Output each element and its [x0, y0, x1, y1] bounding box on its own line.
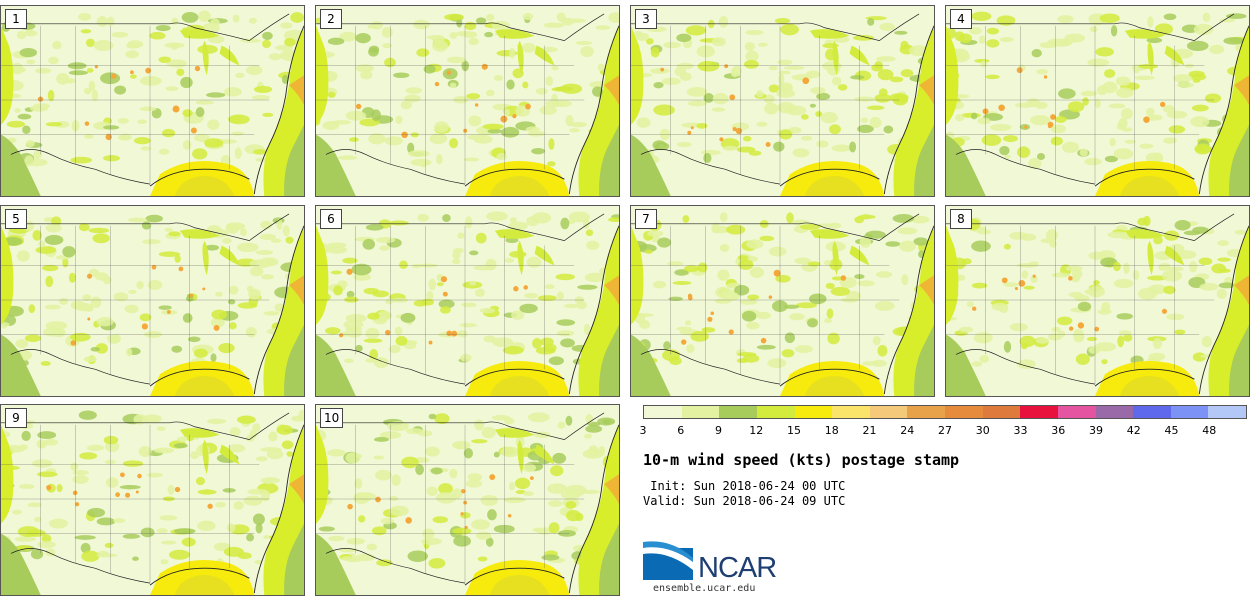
colorbar-segment	[1133, 406, 1171, 418]
colorbar-tick-label: 15	[787, 424, 801, 437]
panel-number-label: 6	[320, 209, 342, 229]
panel-number-label: 1	[5, 9, 27, 29]
colorbar-segment	[719, 406, 757, 418]
wind-speed-map	[631, 206, 934, 396]
colorbar-tick-label: 27	[938, 424, 952, 437]
colorbar	[643, 405, 1247, 419]
panel-number-label: 9	[5, 408, 27, 428]
panel-number-label: 3	[635, 9, 657, 29]
wind-speed-map	[946, 206, 1249, 396]
colorbar-segment	[644, 406, 682, 418]
colorbar-tick-label: 24	[900, 424, 915, 437]
panel-number-label: 7	[635, 209, 657, 229]
init-time: Init: Sun 2018-06-24 00 UTC	[643, 479, 846, 493]
wind-speed-map	[1, 405, 304, 595]
colorbar-segment	[945, 406, 983, 418]
ensemble-member-panel: 3	[630, 5, 935, 197]
ncar-logo-text: NCAR	[698, 552, 777, 584]
colorbar-segment	[982, 406, 1021, 418]
ncar-logo-icon	[643, 541, 693, 580]
panel-number-label: 2	[320, 9, 342, 29]
colorbar-segment	[794, 406, 833, 418]
ensemble-member-panel: 8	[945, 205, 1250, 397]
colorbar-tick-label: 18	[824, 424, 839, 437]
panel-number-label: 10	[320, 408, 344, 428]
colorbar-tick-label: 9	[715, 424, 722, 437]
wind-speed-map	[1, 6, 304, 196]
colorbar-segment	[681, 406, 720, 418]
wind-speed-map	[316, 6, 619, 196]
panel-number-label: 4	[950, 9, 972, 29]
colorbar-segment	[869, 406, 908, 418]
colorbar-labels: 3 6 9 12 15 18 21 24 27 30 33 36 39 42 45 48	[639, 424, 1247, 438]
colorbar-tick-label: 3	[639, 424, 647, 437]
panel-number-label: 5	[5, 209, 27, 229]
ensemble-member-panel: 1	[0, 5, 305, 197]
colorbar-tick-label: 30	[975, 424, 990, 437]
wind-speed-map	[631, 6, 934, 196]
wind-speed-map	[316, 206, 619, 396]
colorbar-tick-label: 45	[1164, 424, 1179, 437]
colorbar-segment	[1095, 406, 1134, 418]
ensemble-member-panel: 6	[315, 205, 620, 397]
colorbar-segment	[1208, 406, 1246, 418]
colorbar-tick-label: 39	[1089, 424, 1103, 437]
colorbar-tick-label: 36	[1051, 424, 1066, 437]
colorbar-segment	[1020, 406, 1058, 418]
colorbar-tick-label: 12	[749, 424, 764, 437]
chart-title: 10-m wind speed (kts) postage stamp	[643, 451, 960, 469]
panel-number-label: 8	[950, 209, 972, 229]
ensemble-member-panel: 10	[315, 404, 620, 596]
colorbar-tick-label: 21	[862, 424, 877, 437]
wind-speed-map	[1, 206, 304, 396]
ensemble-member-panel: 4	[945, 5, 1250, 197]
valid-time: Valid: Sun 2018-06-24 09 UTC	[643, 494, 846, 508]
ensemble-member-panel: 9	[0, 404, 305, 596]
colorbar-tick-label: 48	[1202, 424, 1217, 437]
wind-speed-map	[946, 6, 1249, 196]
colorbar-segment	[1170, 406, 1209, 418]
wind-speed-map	[316, 405, 619, 595]
ensemble-member-panel: 2	[315, 5, 620, 197]
colorbar-segment	[907, 406, 945, 418]
colorbar-tick-label: 33	[1013, 424, 1028, 437]
ensemble-member-panel: 5	[0, 205, 305, 397]
colorbar-segment	[756, 406, 795, 418]
ensemble-member-panel: 7	[630, 205, 935, 397]
colorbar-tick-label: 6	[677, 424, 685, 437]
colorbar-segment	[832, 406, 870, 418]
site-url: ensemble.ucar.edu	[653, 583, 756, 594]
colorbar-tick-label: 42	[1126, 424, 1141, 437]
colorbar-segment	[1057, 406, 1096, 418]
